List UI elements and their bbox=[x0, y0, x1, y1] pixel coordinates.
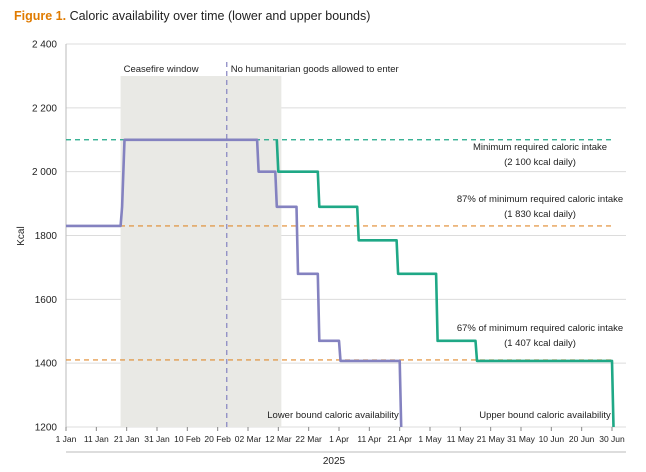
y-tick-label: 1600 bbox=[35, 295, 58, 306]
x-tick-label: 11 Jan bbox=[84, 434, 109, 444]
figure-label: Figure 1. bbox=[14, 9, 67, 23]
upper-bound-line bbox=[275, 139, 615, 428]
x-tick-label: 31 Jan bbox=[144, 434, 170, 444]
lower-bound-label: Lower bound caloric availability bbox=[267, 410, 399, 421]
ref-label-87-percent: (1 830 kcal daily) bbox=[504, 209, 576, 220]
y-tick-label: 1200 bbox=[35, 423, 58, 434]
x-tick-label: 21 May bbox=[477, 434, 506, 444]
figure-title: Figure 1. Caloric availability over time… bbox=[14, 9, 370, 23]
x-axis-label: 2025 bbox=[323, 456, 346, 467]
x-tick-label: 12 Mar bbox=[265, 434, 292, 444]
ref-label-87-percent: 87% of minimum required caloric intake bbox=[457, 194, 623, 205]
ref-label-min-required: (2 100 kcal daily) bbox=[504, 157, 576, 168]
x-tick-label: 11 Apr bbox=[357, 434, 381, 444]
ceasefire-window-label: Ceasefire window bbox=[124, 64, 199, 75]
x-tick-label: 20 Feb bbox=[204, 434, 231, 444]
lower-bound-line bbox=[66, 138, 403, 428]
x-tick-label: 22 Mar bbox=[295, 434, 322, 444]
x-tick-label: 30 Jun bbox=[599, 434, 625, 444]
x-tick-label: 1 May bbox=[418, 434, 442, 444]
x-tick-label: 10 Jun bbox=[539, 434, 565, 444]
x-tick-label: 02 Mar bbox=[235, 434, 262, 444]
x-tick-label: 1 Apr bbox=[329, 434, 349, 444]
x-tick-label: 10 Feb bbox=[174, 434, 201, 444]
axes: 1200 1400 1600 1800 2 000 2 200 2 400 1 Jan 11 J… bbox=[16, 40, 626, 467]
ceasefire-window bbox=[120, 76, 282, 427]
y-tick-label: 2 400 bbox=[32, 40, 57, 51]
y-tick-label: 2 200 bbox=[32, 103, 57, 114]
ref-label-67-percent: 67% of minimum required caloric intake bbox=[457, 323, 623, 334]
x-tick-label: 1 Jan bbox=[56, 434, 77, 444]
x-tick-label: 31 May bbox=[507, 434, 536, 444]
ceasefire-window-group bbox=[120, 76, 282, 427]
y-axis-label: Kcal bbox=[16, 226, 27, 245]
no-goods-label: No humanitarian goods allowed to enter bbox=[231, 64, 399, 75]
y-tick-label: 1400 bbox=[35, 359, 58, 370]
y-tick-label: 2 000 bbox=[32, 167, 57, 178]
ref-label-67-percent: (1 407 kcal daily) bbox=[504, 338, 576, 349]
upper-bound-label: Upper bound caloric availability bbox=[479, 410, 611, 421]
x-tick-label: 21 Apr bbox=[387, 434, 412, 444]
series-lines bbox=[66, 138, 615, 428]
y-tick-label: 1800 bbox=[35, 231, 58, 242]
figure-title-text: Caloric availability over time (lower an… bbox=[69, 9, 371, 23]
x-tick-label: 11 May bbox=[447, 434, 475, 444]
x-tick-label: 20 Jun bbox=[569, 434, 595, 444]
annotations: Ceasefire window No humanitarian goods al… bbox=[124, 64, 624, 421]
x-tick-label: 21 Jan bbox=[114, 434, 140, 444]
ref-label-min-required: Minimum required caloric intake bbox=[473, 142, 607, 153]
